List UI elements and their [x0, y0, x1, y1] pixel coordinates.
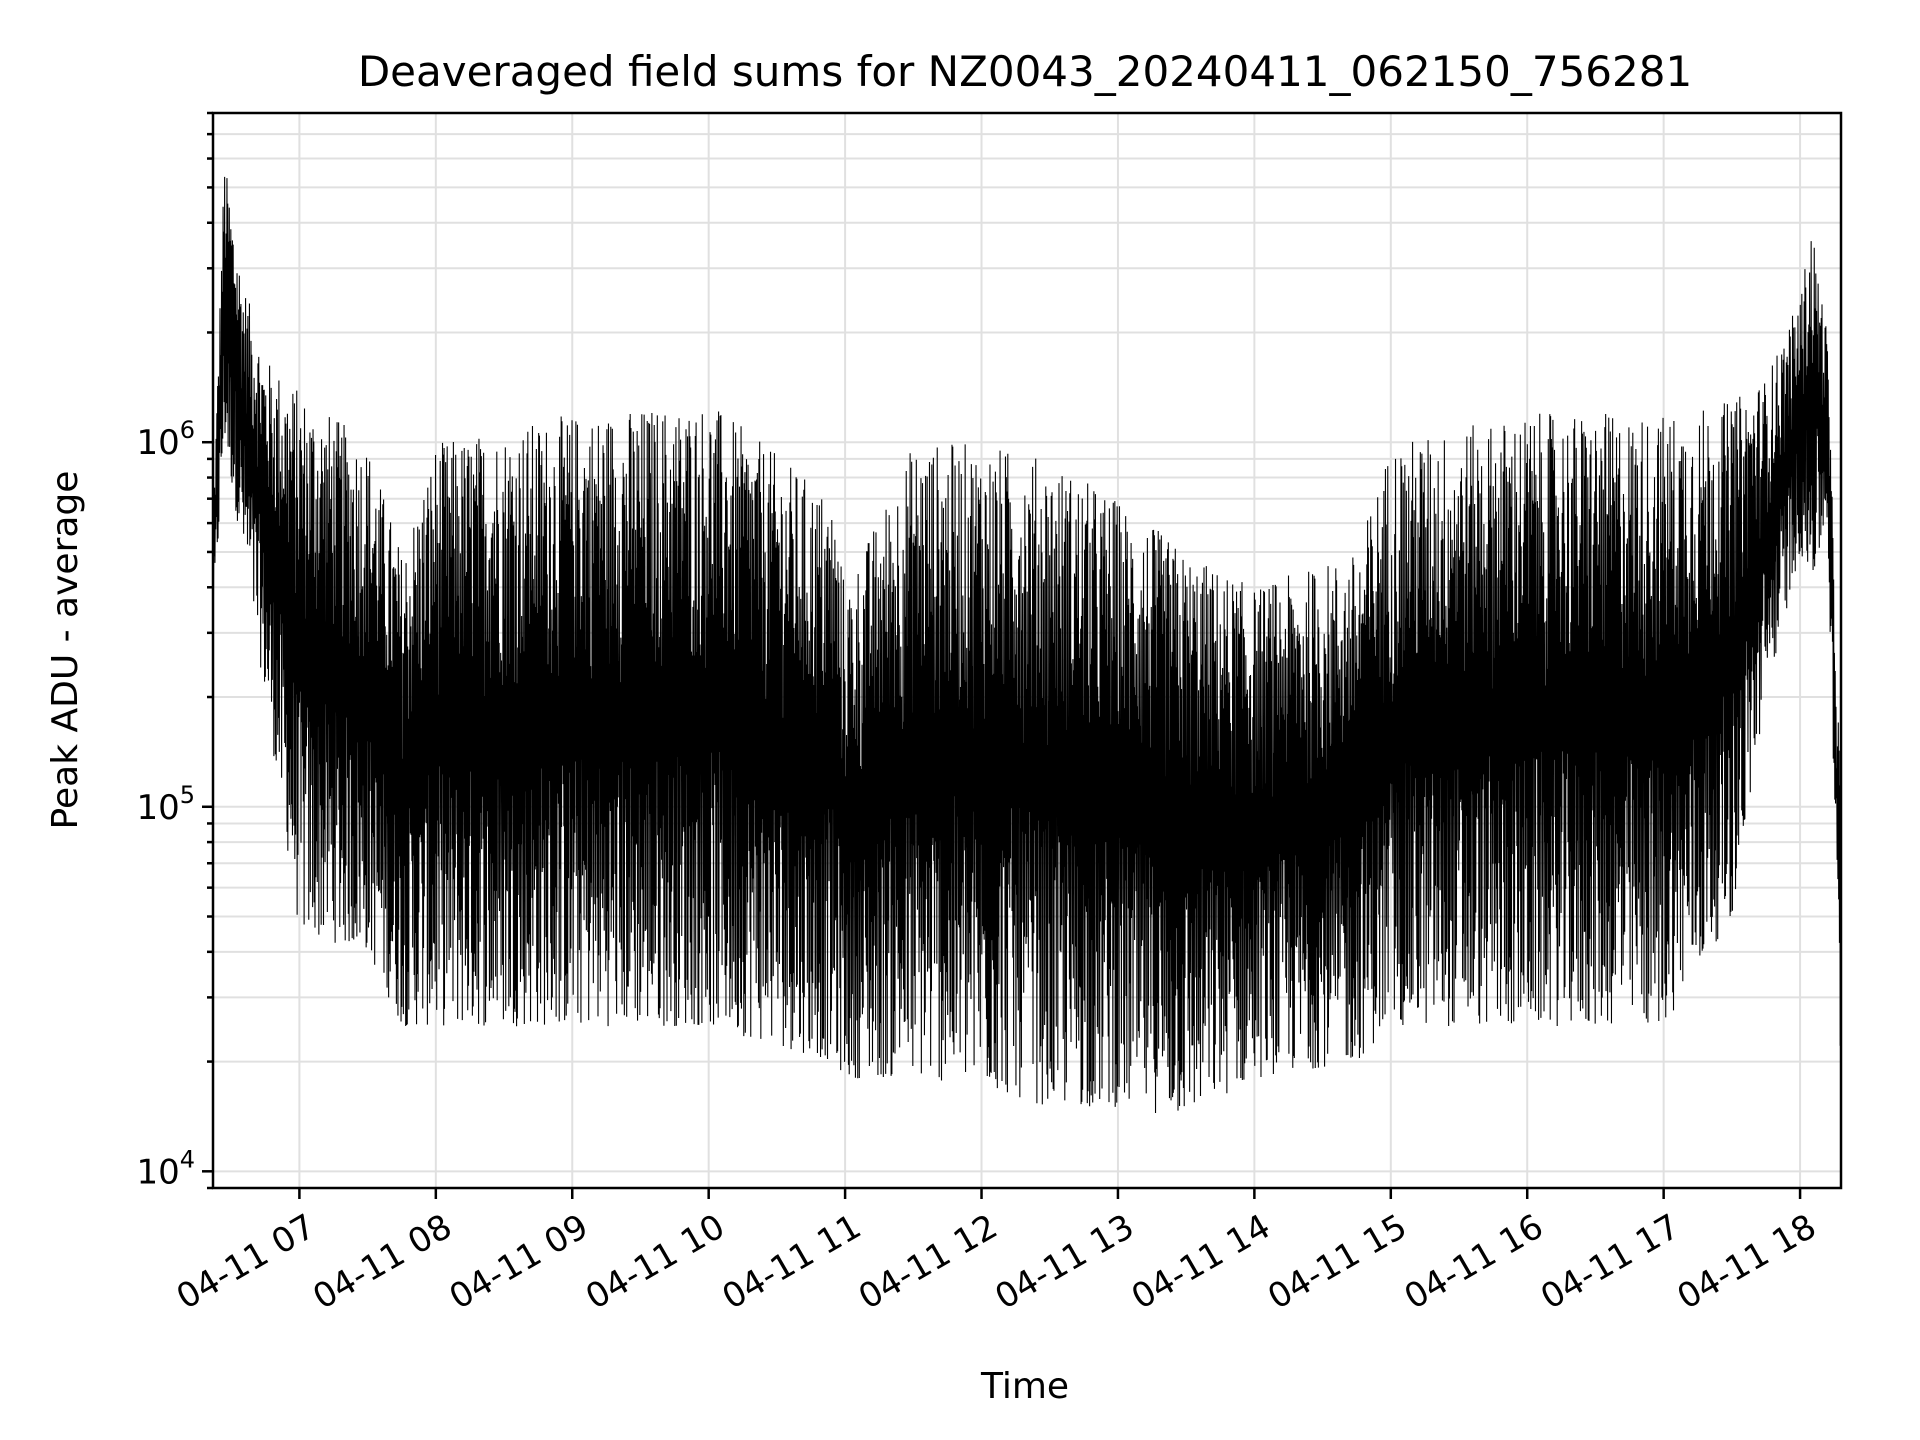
x-tick-label: 04-11 16: [1398, 1207, 1550, 1318]
series-path: [212, 176, 1842, 1114]
x-tick-label: 04-11 07: [170, 1207, 322, 1318]
x-tick-label: 04-11 17: [1534, 1207, 1686, 1318]
y-axis: 104 105 106: [136, 111, 213, 1192]
x-tick-label: 04-11 15: [1261, 1207, 1413, 1318]
x-tick-label: 04-11 13: [988, 1207, 1140, 1318]
chart-title: Deaveraged field sums for NZ0043_2024041…: [358, 47, 1692, 96]
y-tick-label: 106: [136, 416, 195, 463]
y-tick-label: 105: [136, 781, 195, 828]
x-tick-label: 04-11 11: [716, 1207, 868, 1318]
series-line: [212, 176, 1842, 1114]
x-tick-label: 04-11 10: [579, 1207, 731, 1318]
x-tick-label: 04-11 14: [1125, 1207, 1277, 1318]
x-tick-label: 04-11 09: [443, 1207, 595, 1318]
plot-frame: [211, 111, 1843, 1190]
x-axis-label: Time: [980, 1366, 1069, 1407]
x-tick-label: 04-11 12: [852, 1207, 1004, 1318]
y-tick-label: 104: [136, 1145, 195, 1192]
y-axis-label: Peak ADU - average: [45, 471, 86, 830]
x-tick-label: 04-11 18: [1671, 1207, 1823, 1318]
x-tick-label: 04-11 08: [306, 1207, 458, 1318]
